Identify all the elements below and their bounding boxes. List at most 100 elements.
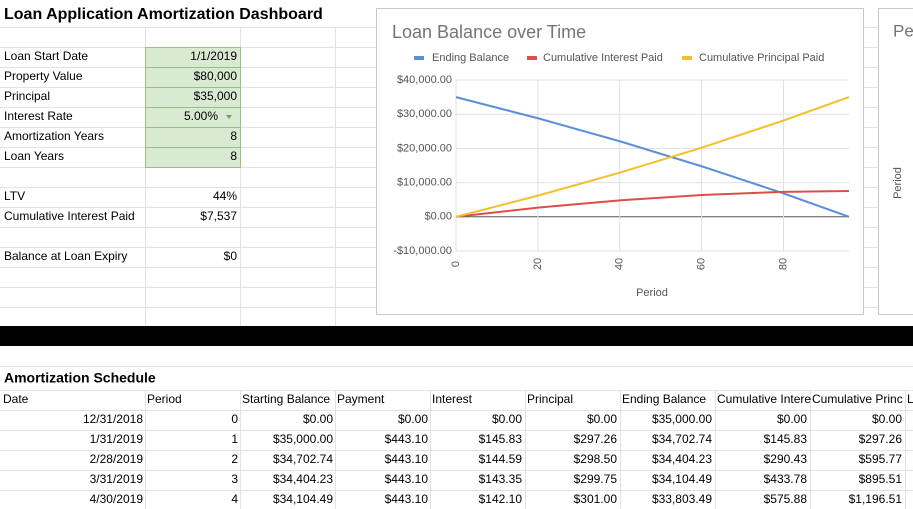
table-cell: $144.59 (479, 452, 523, 466)
x-tick-label: 80 (777, 258, 789, 270)
y-tick-label: $10,000.00 (397, 177, 452, 189)
table-cell: $143.35 (479, 472, 523, 486)
y-tick-label: $40,000.00 (397, 74, 452, 86)
table-cell: $0.00 (492, 412, 522, 426)
input-value[interactable]: 8 (230, 129, 237, 143)
dropdown-arrow (226, 115, 232, 119)
table-cell: 4 (231, 492, 238, 506)
table-cell: $34,104.49 (652, 472, 712, 486)
input-value[interactable]: 5.00% (184, 109, 218, 123)
table-cell: $34,404.23 (273, 472, 333, 486)
column-header: Starting Balance (242, 392, 330, 406)
chart-title: Loan Balance over Time (392, 22, 586, 42)
legend-label: Ending Balance (432, 52, 509, 64)
table-cell: $145.83 (764, 432, 808, 446)
table-cell: $142.10 (479, 492, 523, 506)
table-cell: $595.77 (859, 452, 903, 466)
dashboard-title: Loan Application Amortization Dashboard (4, 6, 323, 23)
output-value: 44% (213, 189, 237, 203)
table-cell: 1 (231, 432, 238, 446)
table-cell: $35,000.00 (273, 432, 333, 446)
table-cell: $297.26 (859, 432, 903, 446)
y-tick-label: $20,000.00 (397, 142, 452, 154)
output-value: $0 (224, 249, 238, 263)
table-cell: 2 (231, 452, 238, 466)
table-cell: $34,702.74 (273, 452, 333, 466)
column-header: L (907, 392, 913, 406)
input-value[interactable]: $35,000 (194, 89, 238, 103)
table-cell: $443.10 (385, 452, 429, 466)
table-cell: $34,702.74 (652, 432, 712, 446)
input-label: Loan Years (4, 149, 64, 163)
table-cell: $34,104.49 (273, 492, 333, 506)
table-cell: $298.50 (574, 452, 618, 466)
column-header: Cumulative Princ (812, 392, 903, 406)
input-value[interactable]: 1/1/2019 (190, 49, 237, 63)
input-cell (145, 147, 241, 168)
table-cell: $0.00 (872, 412, 902, 426)
input-cell (145, 127, 241, 148)
input-label: Property Value (4, 69, 83, 83)
output-value: $7,537 (200, 209, 237, 223)
table-cell: 3/31/2019 (90, 472, 144, 486)
table-cell: $895.51 (859, 472, 903, 486)
legend-swatch (527, 56, 537, 60)
table-cell: $443.10 (385, 492, 429, 506)
table-cell: 1/31/2019 (90, 432, 144, 446)
input-label: Loan Start Date (4, 49, 88, 63)
x-tick-label: 20 (532, 258, 544, 270)
table-cell: $301.00 (574, 492, 618, 506)
table-cell: $0.00 (777, 412, 807, 426)
x-tick-label: 60 (696, 258, 708, 270)
table-cell: 2/28/2019 (90, 452, 144, 466)
input-value[interactable]: $80,000 (194, 69, 238, 83)
table-cell: $297.26 (574, 432, 618, 446)
series-line (455, 96, 850, 218)
input-label: Interest Rate (4, 109, 73, 123)
table-cell: $0.00 (398, 412, 428, 426)
table-cell: $33,803.49 (652, 492, 712, 506)
series-line (455, 190, 850, 218)
legend-label: Cumulative Interest Paid (543, 52, 663, 64)
column-header: Interest (432, 392, 473, 406)
legend-swatch (414, 56, 424, 60)
y-tick-label: -$10,000.00 (393, 245, 452, 257)
frozen-divider (0, 326, 913, 346)
table-cell: 0 (231, 412, 238, 426)
table-cell: $433.78 (764, 472, 808, 486)
column-header: Period (147, 392, 182, 406)
x-tick-label: 0 (450, 261, 462, 267)
table-cell: $0.00 (303, 412, 333, 426)
column-header: Payment (337, 392, 385, 406)
table-cell: 3 (231, 472, 238, 486)
table-cell: 12/31/2018 (83, 412, 143, 426)
column-header: Date (3, 392, 29, 406)
table-cell: $35,000.00 (652, 412, 712, 426)
table-cell: 4/30/2019 (90, 492, 144, 506)
column-header: Cumulative Intere (717, 392, 811, 406)
second-chart-frame (878, 8, 913, 315)
second-chart-axis-label: Period (892, 167, 904, 199)
table-cell: $34,404.23 (652, 452, 712, 466)
table-cell: $0.00 (587, 412, 617, 426)
x-tick-label: 40 (614, 258, 626, 270)
legend-swatch (682, 56, 692, 60)
x-axis-label: Period (636, 287, 668, 299)
output-label: Cumulative Interest Paid (4, 209, 135, 223)
column-header: Principal (527, 392, 573, 406)
input-label: Amortization Years (4, 129, 104, 143)
table-cell: $145.83 (479, 432, 523, 446)
table-cell: $299.75 (574, 472, 618, 486)
schedule-title: Amortization Schedule (4, 370, 156, 386)
table-cell: $1,196.51 (849, 492, 903, 506)
legend-label: Cumulative Principal Paid (699, 52, 824, 64)
y-tick-label: $30,000.00 (397, 108, 452, 120)
series-line (455, 96, 850, 218)
table-cell: $443.10 (385, 472, 429, 486)
output-label: Balance at Loan Expiry (4, 249, 127, 263)
input-label: Principal (4, 89, 50, 103)
input-value[interactable]: 8 (230, 149, 237, 163)
second-chart-title: Pe (893, 21, 913, 40)
table-cell: $575.88 (764, 492, 808, 506)
